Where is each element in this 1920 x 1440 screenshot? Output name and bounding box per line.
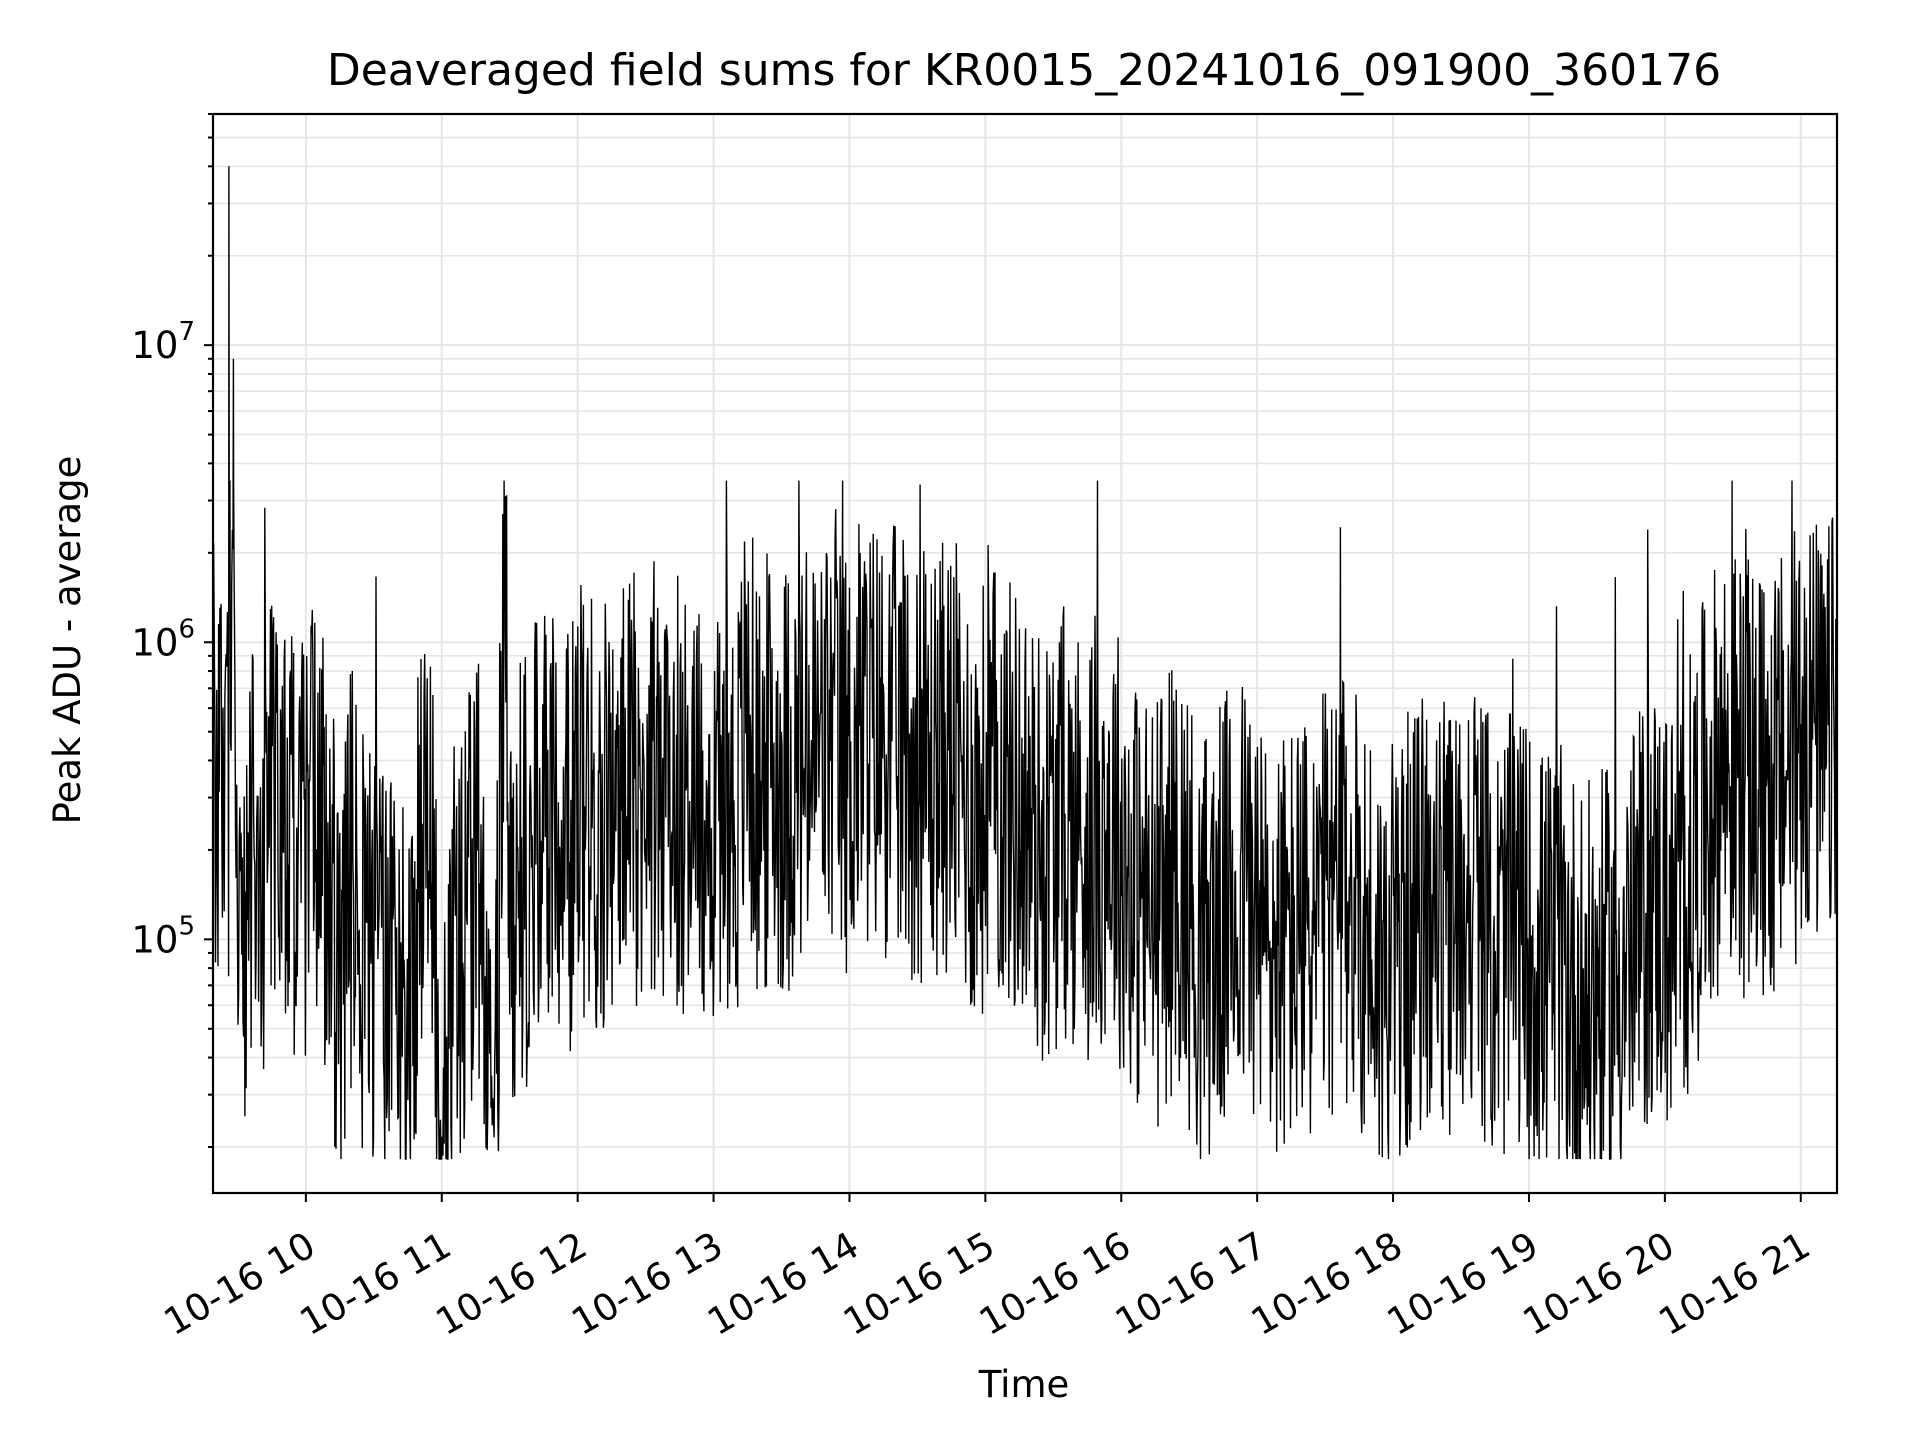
y-axis-label: Peak ADU - average: [46, 456, 89, 825]
y-tick-label: 105: [131, 911, 195, 961]
x-axis-label: Time: [978, 1363, 1070, 1406]
series-line: [212, 166, 1838, 1160]
chart-title: Deaveraged field sums for KR0015_2024101…: [327, 45, 1721, 96]
plot-frame: [211, 112, 1839, 1195]
y-tick-label: 106: [131, 614, 195, 664]
data-series-layer: [212, 166, 1838, 1160]
y-tick-label: 107: [131, 317, 195, 367]
